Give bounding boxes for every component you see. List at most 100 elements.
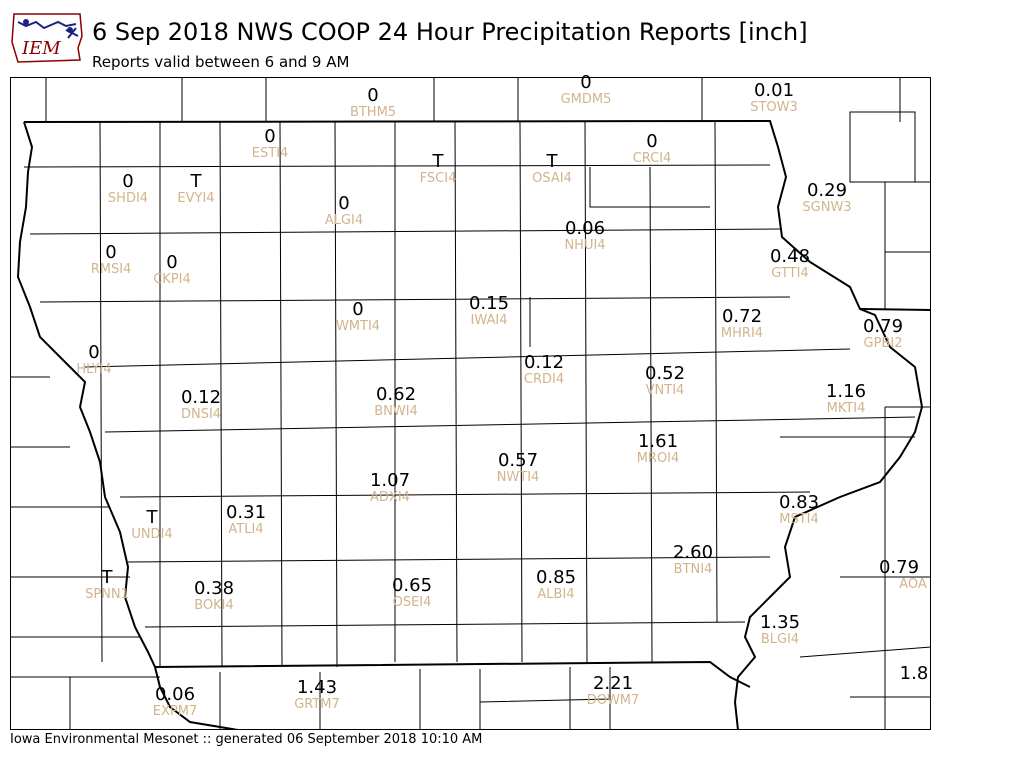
precip-value: 0.06 [154,684,196,705]
station-id: OSAI4 [532,171,572,186]
station-id: NHUI4 [564,238,606,253]
station-grtm7: 1.43 GRTM7 [294,678,340,712]
station-wmti4: 0 WMTI4 [336,300,380,334]
precip-value: 2.60 [672,542,714,563]
station-id: BLGI4 [760,632,800,647]
station-evyi4: T EVYI4 [177,172,214,206]
station-algi4: 0 ALGI4 [325,194,363,228]
station-id: DOWM7 [586,693,640,708]
station-ckpi4: 0 CKPI4 [153,253,191,287]
station-esti4: 0 ESTI4 [252,127,289,161]
station-dowm7: 2.21 DOWM7 [587,674,640,708]
county-map [10,77,931,730]
station-id: EVYI4 [177,191,215,206]
precip-value: 0 [88,342,100,363]
station-vnti4: 0.52 VNTI4 [645,364,685,398]
station-albi4: 0.85 ALBI4 [536,568,576,602]
station-id: UNDI4 [131,527,173,542]
station-id: NWTI4 [496,470,540,485]
precip-value: 0.48 [769,246,811,267]
precip-value: 0.31 [225,502,267,523]
station-undi4: T UNDI4 [131,508,172,542]
station-btni4: 2.60 BTNI4 [673,543,713,577]
precip-value: 0 [122,171,134,192]
station-id: MSTI4 [779,512,819,527]
precip-value: T [546,151,558,172]
station-adxi4: 1.07 ADXI4 [370,471,410,505]
station-mhri4: 0.72 MHRI4 [721,307,763,341]
precip-value: 0.01 [753,80,795,101]
station-id: MROI4 [636,451,680,466]
station-id: WMTI4 [335,319,381,334]
precip-value: 0 [338,193,350,214]
station-fsci4: T FSCI4 [420,152,457,186]
precip-value: 0.29 [806,180,848,201]
station-msti4: 0.83 MSTI4 [779,493,819,527]
station-id: ALGI4 [324,213,364,228]
station-id: OSEI4 [392,595,432,610]
station-id: GMDM5 [560,92,612,107]
precip-value: 0.83 [778,492,820,513]
station-gtti4: 0.48 GTTI4 [770,247,810,281]
map-frame [10,77,931,730]
precip-value: 0.65 [391,575,433,596]
precip-value: 1.35 [759,612,801,633]
svg-text:IEM: IEM [21,38,61,59]
precip-value: 0 [264,126,276,147]
precip-value: 0 [166,252,178,273]
station-aoa: 0.79 AOA [871,558,927,592]
precip-value: 0.12 [180,387,222,408]
precip-value: 1.43 [296,677,338,698]
station-mroi4: 1.61 MROI4 [637,432,680,466]
precip-value: 0 [580,72,592,93]
station-id: BNWI4 [374,404,418,419]
station-id: ALBI4 [537,587,575,602]
station-id: ADXI4 [370,490,410,505]
precip-value: 1.07 [369,470,411,491]
station-id: ESTI4 [251,146,289,161]
station-id: STOW3 [750,100,798,115]
station-hlyi4: 0 HLYI4 [76,343,111,377]
station-id: BTHM5 [349,105,397,120]
station-nhui4: 0.06 NHUI4 [564,219,605,253]
station-id: BOKI4 [194,598,234,613]
precip-value: 0.79 [878,557,920,578]
station-spnn1: T SPNN1 [85,568,129,602]
station-crdi4: 0.12 CRDI4 [524,353,564,387]
station-id: MKTI4 [826,401,866,416]
station-id: VNTI4 [645,383,685,398]
station-expm7: 0.06 EXPM7 [153,685,197,719]
station-id: FSCI4 [419,171,457,186]
station-id: MHRI4 [720,326,764,341]
map-title: 6 Sep 2018 NWS COOP 24 Hour Precipitatio… [92,18,808,46]
precip-value: 0.12 [523,352,565,373]
station-iwai4: 0.15 IWAI4 [469,294,509,328]
precip-value: 1.8 [899,663,929,684]
station-shdi4: 0 SHDI4 [108,172,148,206]
map-subtitle: Reports valid between 6 and 9 AM [92,53,350,71]
station-id: GRTM7 [294,697,340,712]
station-rmsi4: 0 RMSI4 [91,243,132,277]
precip-value: 2.21 [592,673,634,694]
precip-value: 0.79 [862,316,904,337]
precip-value: 0 [105,242,117,263]
station-bthm5: 0 BTHM5 [350,86,396,120]
station-dnsi4: 0.12 DNSI4 [181,388,221,422]
iem-logo: IEM [8,8,88,66]
station-stow3: 0.01 STOW3 [750,81,798,115]
station-id: SPNN1 [85,587,129,602]
station-id: CRDI4 [523,372,565,387]
station-edge-unlabeled: 1.8 [900,664,929,684]
precip-value: T [146,507,158,528]
precip-value: 1.61 [637,431,679,452]
station-sgnw3: 0.29 SGNW3 [802,181,851,215]
station-id: HLYI4 [76,362,112,377]
station-gmdm5: 0 GMDM5 [561,73,612,107]
precip-value: 0.72 [721,306,763,327]
station-boki4: 0.38 BOKI4 [194,579,234,613]
station-nwti4: 0.57 NWTI4 [497,451,540,485]
precip-value: 1.16 [825,381,867,402]
precip-value: 0.15 [468,293,510,314]
station-blgi4: 1.35 BLGI4 [760,613,800,647]
station-id: AOA [899,577,927,592]
